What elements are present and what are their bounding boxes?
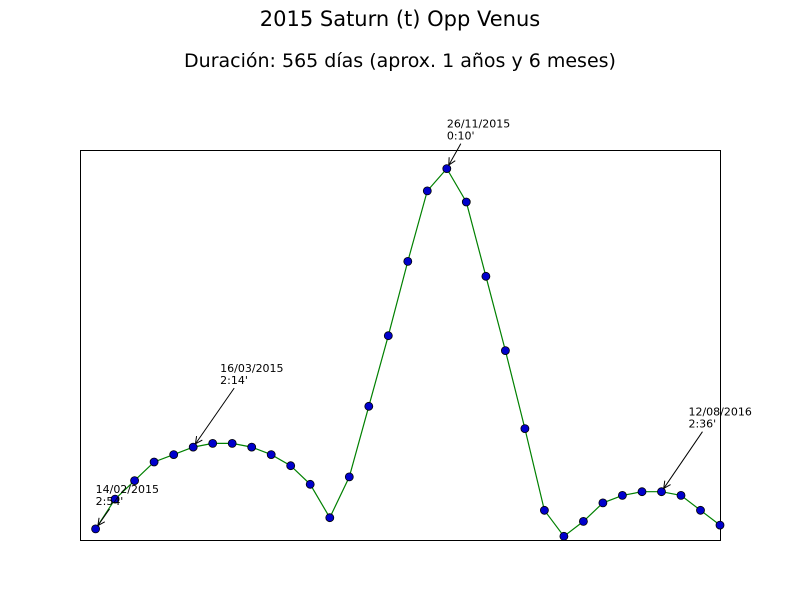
- annotation-date-3: 12/08/2016: [688, 406, 751, 419]
- annotation-arrowhead-3: [663, 480, 671, 490]
- data-point-3: [149, 457, 159, 467]
- data-markers: [91, 164, 725, 541]
- data-point-23: [540, 505, 549, 515]
- data-point-0: [91, 524, 100, 534]
- data-point-1: [110, 494, 120, 504]
- annotation-arrowhead-1: [194, 436, 203, 445]
- data-point-11: [305, 479, 315, 489]
- chart-subtitle: Duración: 565 días (aprox. 1 años y 6 me…: [184, 50, 616, 72]
- data-point-27: [618, 490, 627, 500]
- data-point-24: [559, 531, 569, 541]
- data-point-28: [637, 487, 647, 497]
- annotation-date-2: 26/11/2015: [447, 118, 510, 131]
- data-point-9: [266, 450, 276, 460]
- annotation-date-1: 16/03/2015: [220, 362, 283, 375]
- chart-title: 2015 Saturn (t) Opp Venus: [259, 7, 541, 31]
- data-point-13: [344, 472, 354, 482]
- data-point-4: [169, 450, 179, 460]
- annotation-arrow-3: [663, 431, 703, 489]
- data-point-29: [657, 487, 666, 497]
- data-point-32: [715, 520, 725, 530]
- annotation-arrow-1: [195, 387, 235, 445]
- annotation-arrow-0: [97, 508, 111, 526]
- data-point-17: [422, 186, 432, 196]
- annotation-arrowhead-0: [97, 517, 106, 527]
- data-point-20: [481, 271, 491, 281]
- data-point-31: [696, 505, 705, 515]
- data-point-5: [188, 442, 198, 452]
- annotation-time-1: 2:14': [220, 374, 248, 387]
- annotation-arrowhead-2: [448, 157, 456, 167]
- data-point-19: [461, 197, 471, 207]
- data-point-7: [227, 438, 237, 448]
- series-line: [95, 167, 721, 538]
- data-point-8: [247, 442, 257, 452]
- annotation-time-3: 2:36': [688, 418, 716, 431]
- data-point-25: [579, 517, 588, 526]
- annotation-time-0: 2:54': [96, 495, 124, 508]
- data-point-12: [325, 513, 335, 523]
- annotation-arrow-2: [448, 143, 462, 166]
- data-point-26: [598, 498, 608, 508]
- data-point-14: [364, 401, 374, 411]
- annotation-date-0: 14/02/2015: [96, 483, 159, 496]
- data-point-18: [442, 164, 452, 174]
- data-point-22: [520, 424, 530, 434]
- plot-area-frame: [80, 150, 721, 541]
- data-point-15: [383, 331, 393, 341]
- data-point-30: [676, 490, 686, 500]
- data-point-6: [208, 438, 218, 448]
- annotation-time-2: 0:10': [447, 130, 475, 143]
- data-point-2: [130, 476, 140, 486]
- data-point-10: [286, 461, 296, 471]
- data-point-16: [403, 256, 413, 266]
- data-point-21: [500, 346, 510, 356]
